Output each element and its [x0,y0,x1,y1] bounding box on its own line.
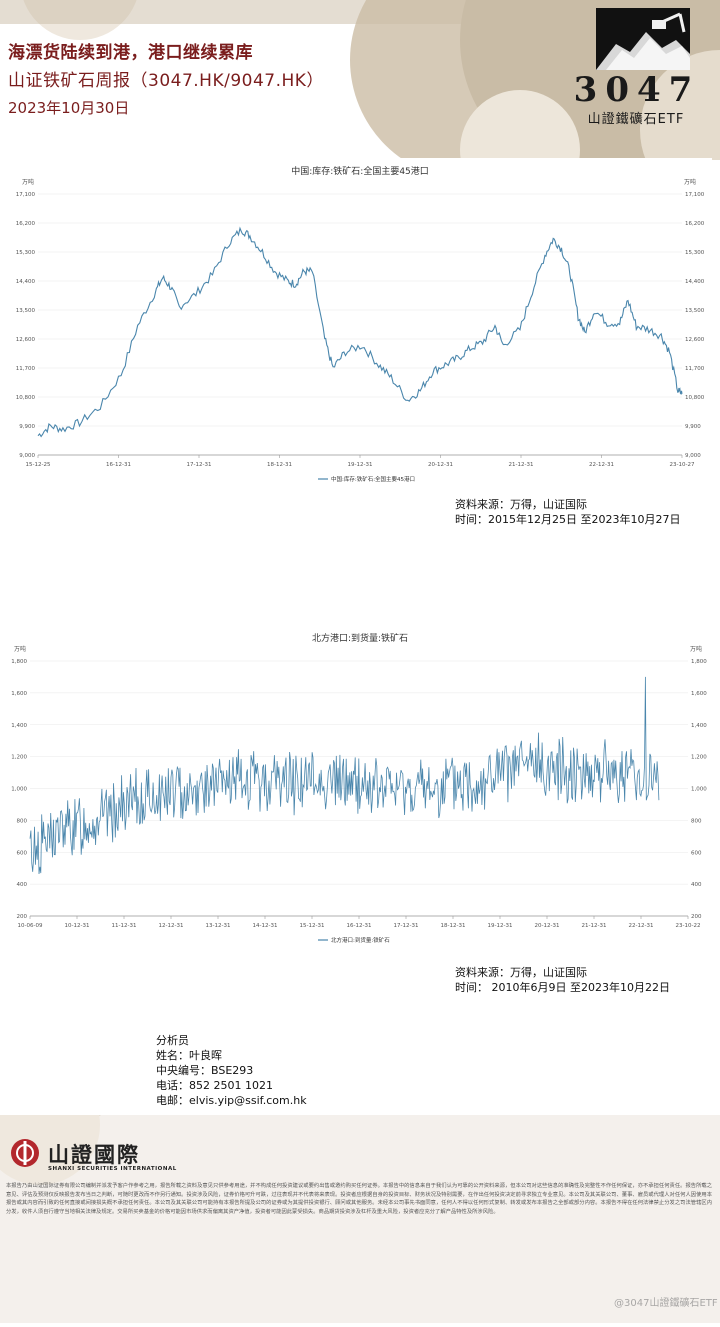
company-logo-icon [11,1139,39,1167]
chart2-ytick-left: 400 [17,882,28,888]
report-date: 2023年10月30日 [8,99,130,117]
chart2-xtick-label: 19-12-31 [488,923,513,929]
chart1-ytick-right: 9,000 [685,453,701,459]
chart1-xtick-label: 23-10-27 [670,462,695,468]
chart1-xtick-label: 15-12-25 [26,462,51,468]
analyst-name: 姓名：叶良晖 [156,1049,222,1062]
chart1-ytick-left: 9,000 [19,453,35,459]
analyst-phone: 电话：852 2501 1021 [156,1079,273,1092]
chart2-ytick-right: 800 [691,818,702,824]
chart2-ytick-left: 200 [17,914,28,920]
chart1-ytick-left: 15,300 [16,250,36,256]
chart2-xtick-label: 10-12-31 [65,923,90,929]
chart1-ytick-right: 10,800 [685,395,705,401]
analyst-info: 分析员 姓名：叶良晖 中央编号：BSE293 电话：852 2501 1021 … [156,1033,307,1108]
source-note-1-line2: 时间：2015年12月25日 至2023年10月27日 [455,513,681,526]
chart2-xtick-label: 13-12-31 [206,923,231,929]
chart1-xtick-label: 21-12-31 [509,462,534,468]
chart2-ytick-right: 1,800 [691,659,707,665]
chart2-ytick-right: 1,000 [691,787,707,793]
chart2-ytick-left: 1,400 [11,723,27,729]
source-note-2: 资料来源：万得，山证国际 时间： 2010年6月9日 至2023年10月22日 [455,965,670,995]
chart2-ytick-left: 1,000 [11,787,27,793]
chart1-unit-right: 万吨 [684,178,696,186]
chart1-xtick-label: 19-12-31 [348,462,373,468]
chart2-ytick-right: 200 [691,914,702,920]
chart1-ytick-right: 14,400 [685,279,705,285]
fund-name: 山證鐵礦石ETF [587,112,685,127]
report-title: 海漂货陆续到港，港口继续累库 [8,43,253,63]
chart2-unit-left: 万吨 [14,645,26,653]
analyst-email[interactable]: 电邮：elvis.yip@ssif.com.hk [156,1094,307,1107]
excavator-logo-icon [596,8,690,70]
chart2-ytick-left: 600 [17,850,28,856]
chart2-ytick-right: 1,400 [691,723,707,729]
chart1-ytick-left: 9,900 [19,424,35,430]
source-note-2-line2: 时间： 2010年6月9日 至2023年10月22日 [455,981,670,994]
chart1-ytick-right: 13,500 [685,308,705,314]
chart2-ytick-right: 400 [691,882,702,888]
chart2-xtick-label: 17-12-31 [394,923,419,929]
chart1-unit-left: 万吨 [22,178,34,186]
report-subtitle: 山证铁矿石周报（3047.HK/9047.HK） [8,71,324,91]
port-inventory-chart: 中国:库存:铁矿石:全国主要45港口 万吨 万吨 9,000 9,000 9,900 9,9… [8,158,712,490]
chart1-ytick-right: 11,700 [685,366,705,372]
chart2-ytick-left: 800 [17,818,28,824]
chart2-xtick-label: 21-12-31 [582,923,607,929]
source-note-2-line1: 资料来源：万得，山证国际 [455,966,587,979]
company-name-en: SHANXI SECURITIES INTERNATIONAL [48,1166,177,1172]
chart1-xtick-label: 20-12-31 [428,462,453,468]
chart2-xtick-label: 18-12-31 [441,923,466,929]
chart2-xtick-label: 15-12-31 [300,923,325,929]
chart1-ytick-left: 14,400 [16,279,36,285]
analyst-role: 分析员 [156,1034,189,1047]
chart2-xtick-label: 12-12-31 [159,923,184,929]
chart2-xtick-label: 14-12-31 [253,923,278,929]
chart2-ytick-right: 1,200 [691,755,707,761]
fund-code: 3047 [573,70,701,110]
company-name: 山證國際 [48,1143,140,1167]
chart1-ytick-left: 17,100 [16,192,36,198]
chart1-ytick-left: 10,800 [16,395,36,401]
chart1-ytick-right: 17,100 [685,192,705,198]
disclaimer-text: 本报告乃由山证国际证券有限公司编制并派发予客户作参考之用，报告所载之资料及意见只… [6,1183,712,1216]
source-note-1-line1: 资料来源：万得，山证国际 [455,498,587,511]
chart1-ytick-left: 11,700 [16,366,36,372]
chart1-title: 中国:库存:铁矿石:全国主要45港口 [291,165,429,177]
source-note-1: 资料来源：万得，山证国际 时间：2015年12月25日 至2023年10月27日 [455,497,680,527]
chart2-title: 北方港口:到货量:铁矿石 [312,632,408,644]
chart2-xtick-label: 10-06-09 [18,923,43,929]
chart2-ytick-right: 1,600 [691,691,707,697]
chart2-series-line [29,676,660,875]
chart2-ytick-left: 1,800 [11,659,27,665]
chart1-ytick-right: 16,200 [685,221,705,227]
chart1-ytick-right: 9,900 [685,424,701,430]
chart1-xtick-label: 17-12-31 [187,462,212,468]
chart1-ytick-left: 12,600 [16,337,36,343]
chart2-ytick-left: 1,600 [11,691,27,697]
analyst-id: 中央编号：BSE293 [156,1064,254,1077]
chart1-ytick-right: 12,600 [685,337,705,343]
north-port-arrivals-chart: 北方港口:到货量:铁矿石 万吨 万吨 200 200 400 400 600 600 800 800… [8,625,712,945]
chart2-legend-label: 北方港口:到货量:铁矿石 [331,936,390,944]
chart1-xtick-label: 16-12-31 [106,462,131,468]
chart2-xtick-label: 20-12-31 [535,923,560,929]
chart2-xtick-label: 22-12-31 [629,923,654,929]
chart2-xtick-label: 23-10-22 [676,923,701,929]
chart2-ytick-left: 1,200 [11,755,27,761]
chart2-xtick-label: 16-12-31 [347,923,372,929]
chart1-ytick-right: 15,300 [685,250,705,256]
chart1-series-line [37,226,683,438]
chart1-ytick-left: 16,200 [16,221,36,227]
chart2-unit-right: 万吨 [690,645,702,653]
chart1-xtick-label: 22-12-31 [589,462,614,468]
chart1-xtick-label: 18-12-31 [267,462,292,468]
watermark: @3047山證鐵礦石ETF [614,1298,718,1309]
chart1-legend-label: 中国:库存:铁矿石:全国主要45港口 [331,475,415,483]
chart2-ytick-right: 600 [691,850,702,856]
chart2-xtick-label: 11-12-31 [112,923,137,929]
chart1-ytick-left: 13,500 [16,308,36,314]
